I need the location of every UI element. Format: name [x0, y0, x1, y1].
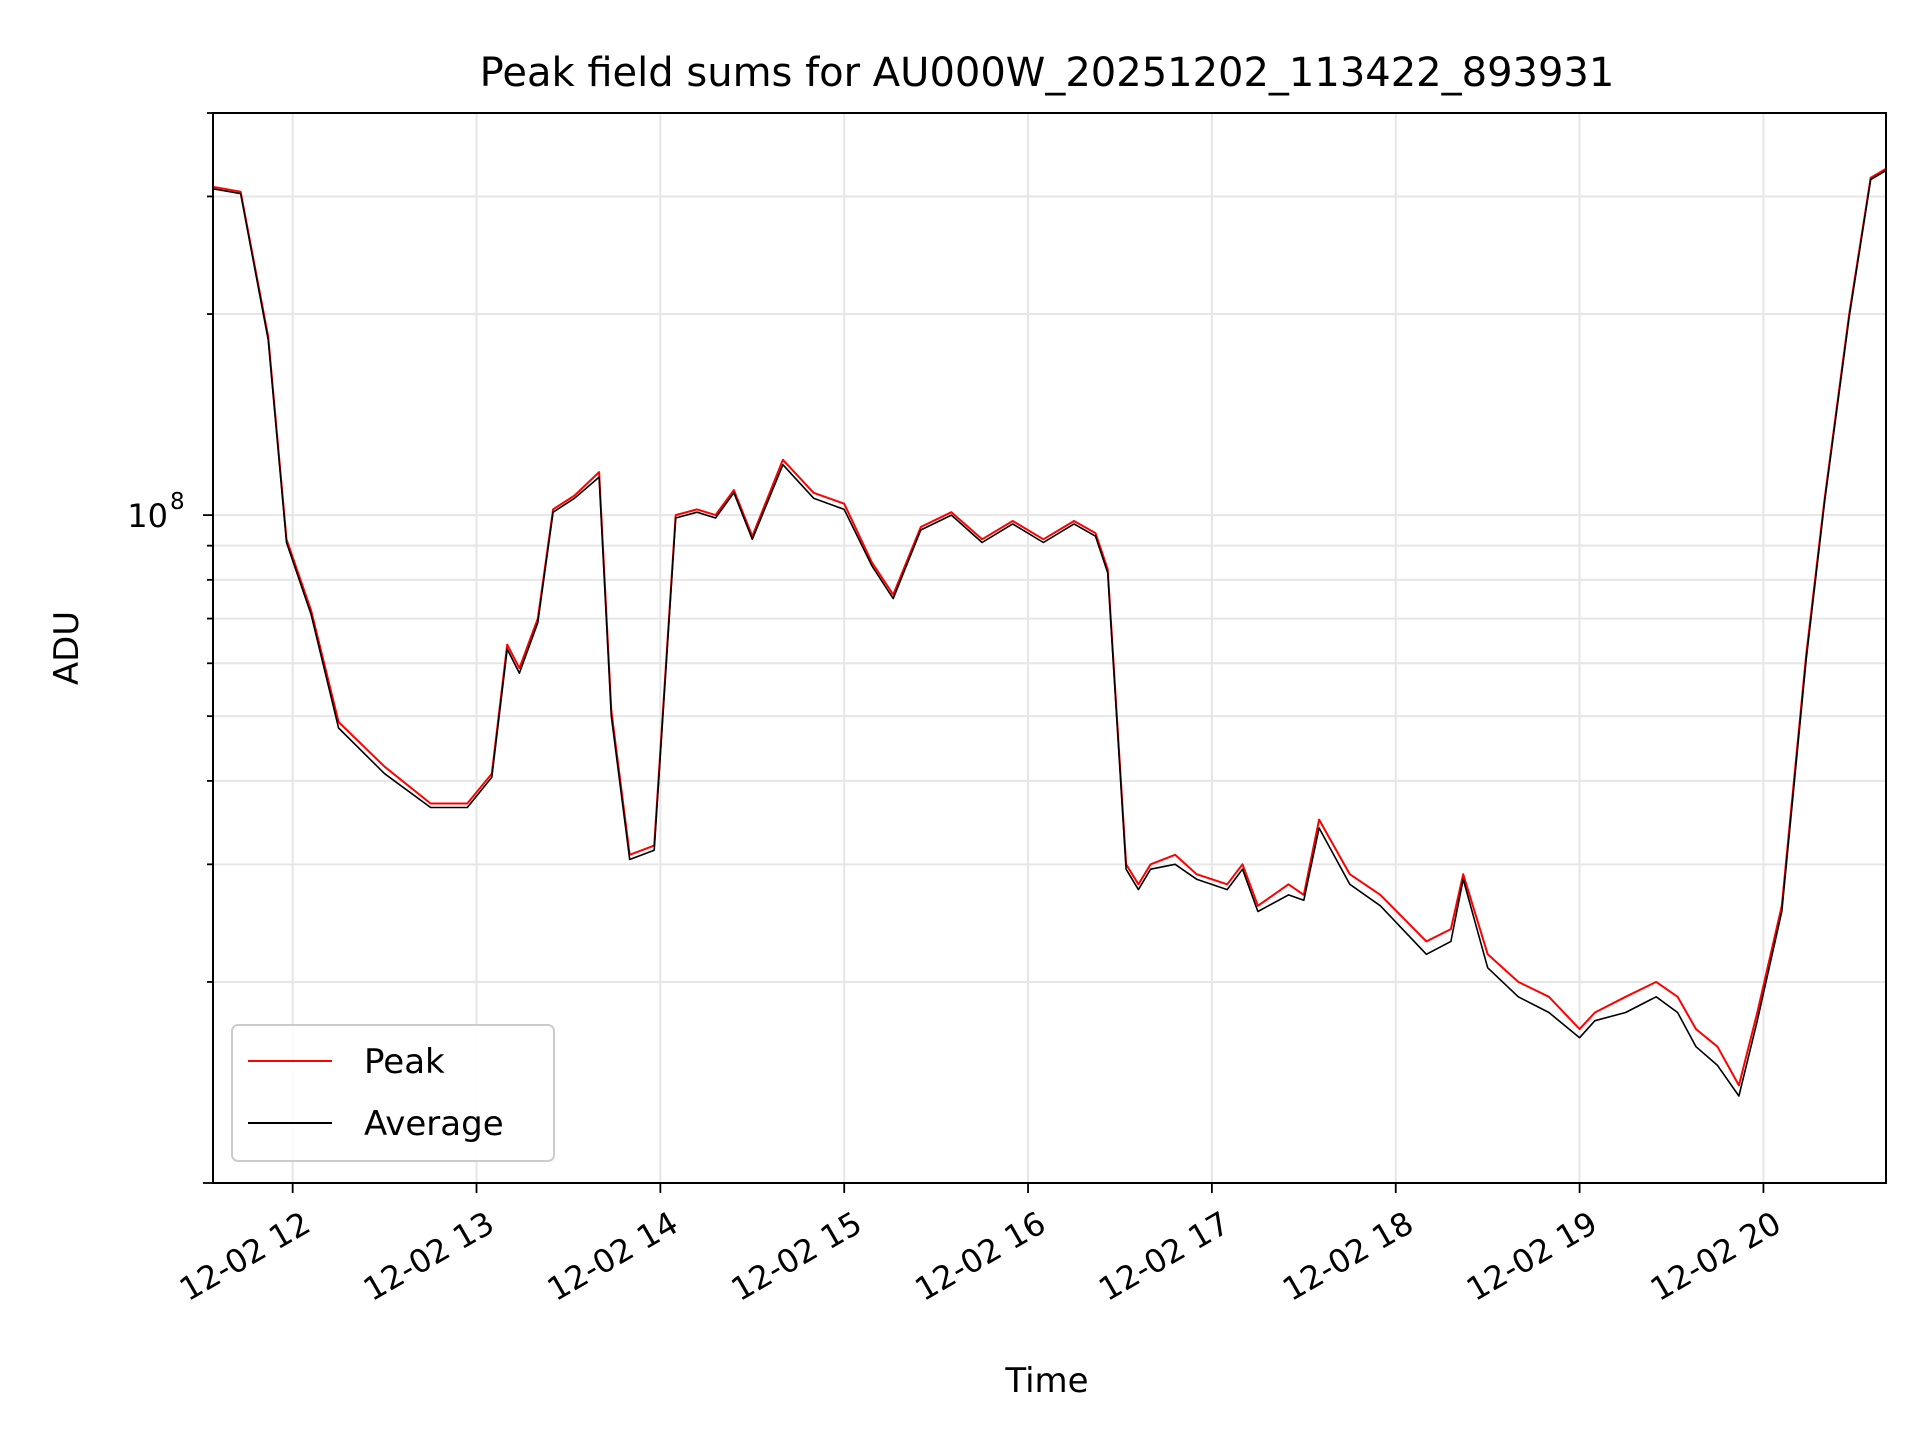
x-tick-label: 12-02 18	[1276, 1204, 1420, 1309]
y-axis-ticks: 10 8	[127, 112, 213, 1184]
x-tick-label: 12-02 16	[908, 1204, 1052, 1309]
x-axis-label: Time	[1004, 1361, 1088, 1401]
x-tick-label: 12-02 20	[1644, 1204, 1788, 1309]
x-axis-ticks: 12-02 12 12-02 13 12-02 14 12-02 15 12-02 16…	[173, 1183, 1787, 1309]
gridlines	[213, 112, 1886, 1184]
series-line-average	[213, 169, 1886, 1097]
plot-frame	[212, 112, 1887, 1184]
legend-label-average: Average	[364, 1104, 504, 1144]
x-tick-label: 12-02 19	[1460, 1204, 1604, 1309]
y-tick-label: 10	[127, 497, 168, 535]
legend: Peak Average	[231, 1024, 555, 1162]
series-lines	[213, 167, 1886, 1097]
x-tick-label: 12-02 15	[725, 1204, 869, 1309]
legend-box	[231, 1024, 555, 1162]
y-axis-label: ADU	[47, 611, 87, 685]
y-tick-exponent: 8	[170, 489, 185, 515]
x-tick-label: 12-02 17	[1092, 1204, 1236, 1309]
x-tick-label: 12-02 14	[541, 1204, 685, 1309]
series-line-peak	[213, 167, 1886, 1087]
legend-label-peak: Peak	[364, 1042, 445, 1082]
x-tick-label: 12-02 13	[357, 1204, 501, 1309]
chart-title: Peak field sums for AU000W_20251202_1134…	[480, 50, 1615, 96]
x-tick-label: 12-02 12	[173, 1204, 317, 1309]
